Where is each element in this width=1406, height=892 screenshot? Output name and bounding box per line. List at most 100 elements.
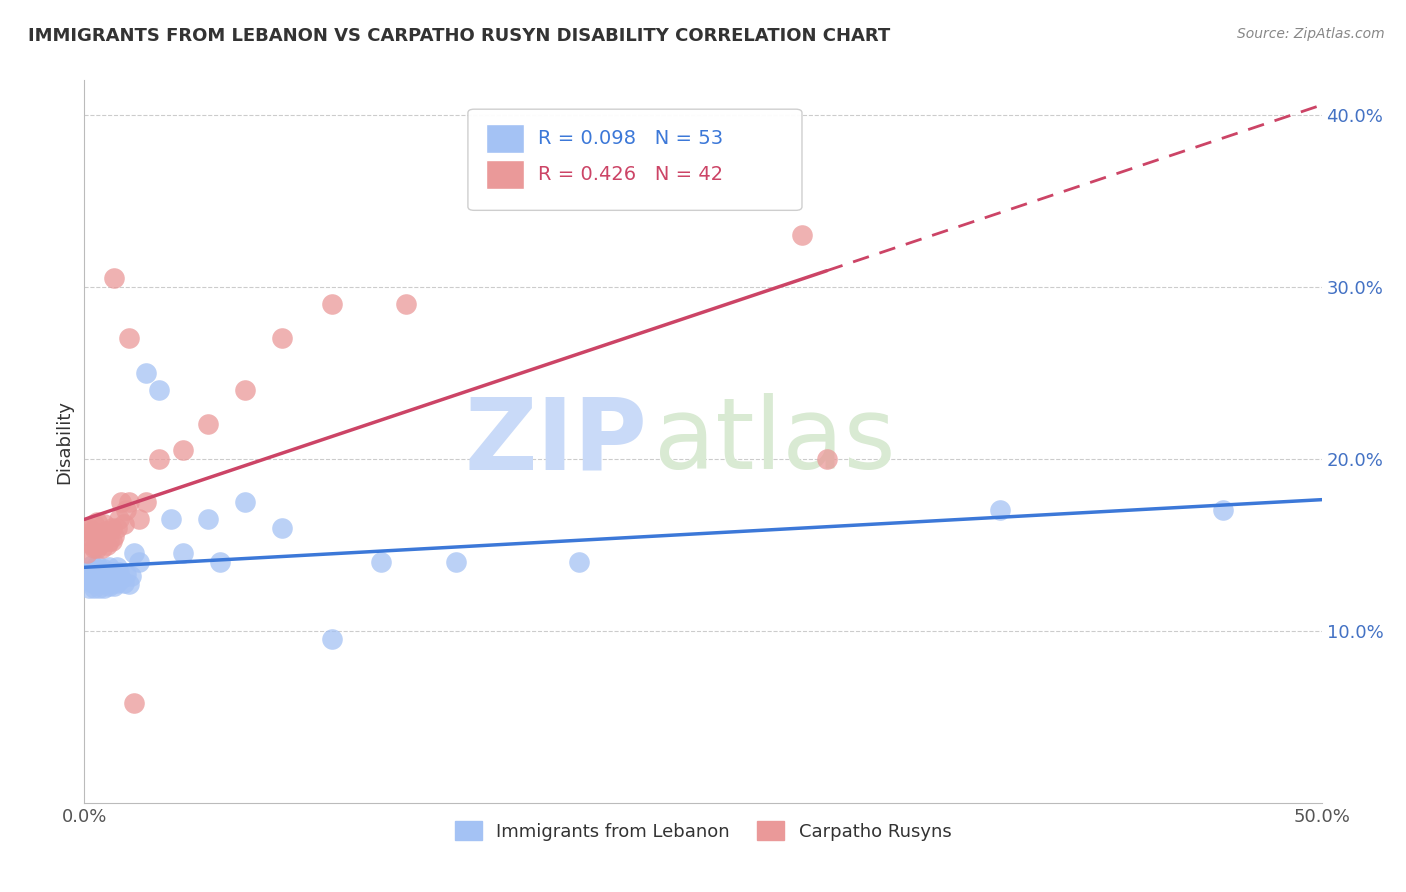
Point	[271, 331, 294, 345]
Text: ZIP: ZIP	[464, 393, 647, 490]
Point	[83, 517, 105, 532]
Point	[321, 632, 343, 647]
Point	[105, 520, 128, 534]
Point	[80, 538, 103, 552]
Point	[100, 575, 122, 590]
Point	[988, 503, 1011, 517]
Point	[118, 494, 141, 508]
Point	[89, 572, 111, 586]
Point	[93, 581, 115, 595]
Point	[100, 566, 122, 580]
Point	[122, 546, 145, 560]
Point	[79, 529, 101, 543]
Point	[128, 512, 150, 526]
Point	[1212, 503, 1234, 517]
Point	[148, 451, 170, 466]
Point	[233, 494, 256, 508]
Point	[209, 555, 232, 569]
Point	[80, 524, 103, 538]
Point	[98, 524, 121, 538]
Point	[135, 366, 157, 380]
Point	[89, 525, 111, 540]
Point	[80, 558, 103, 573]
Point	[103, 271, 125, 285]
Legend: Immigrants from Lebanon, Carpatho Rusyns: Immigrants from Lebanon, Carpatho Rusyns	[447, 814, 959, 848]
Point	[83, 572, 105, 586]
Point	[79, 581, 101, 595]
Point	[321, 297, 343, 311]
Point	[105, 560, 128, 574]
Point	[86, 575, 108, 590]
Point	[103, 529, 125, 543]
Point	[93, 562, 115, 576]
Point	[83, 581, 105, 595]
Point	[112, 575, 135, 590]
Text: R = 0.426   N = 42: R = 0.426 N = 42	[538, 165, 724, 184]
Point	[172, 443, 194, 458]
Point	[103, 570, 125, 584]
Point	[112, 517, 135, 532]
Point	[135, 494, 157, 508]
Point	[90, 575, 112, 590]
Point	[271, 520, 294, 534]
Y-axis label: Disability: Disability	[55, 400, 73, 483]
Point	[120, 568, 142, 582]
Point	[148, 383, 170, 397]
Point	[122, 696, 145, 710]
Point	[89, 581, 111, 595]
Point	[100, 534, 122, 549]
Point	[90, 567, 112, 582]
Point	[108, 566, 131, 580]
Point	[79, 520, 101, 534]
Point	[83, 564, 105, 578]
Point	[115, 503, 138, 517]
Point	[103, 579, 125, 593]
Point	[98, 570, 121, 584]
Point	[90, 529, 112, 543]
Point	[89, 562, 111, 576]
FancyBboxPatch shape	[486, 124, 523, 153]
Point	[197, 417, 219, 432]
Point	[815, 451, 838, 466]
Point	[108, 512, 131, 526]
Point	[86, 529, 108, 543]
Text: IMMIGRANTS FROM LEBANON VS CARPATHO RUSYN DISABILITY CORRELATION CHART: IMMIGRANTS FROM LEBANON VS CARPATHO RUSY…	[28, 27, 890, 45]
FancyBboxPatch shape	[486, 160, 523, 189]
Point	[105, 575, 128, 590]
Point	[115, 567, 138, 582]
Point	[86, 568, 108, 582]
Point	[93, 529, 115, 543]
Point	[96, 524, 118, 538]
Point	[197, 512, 219, 526]
Point	[86, 558, 108, 573]
Point	[160, 512, 183, 526]
Point	[80, 575, 103, 590]
Point	[76, 572, 98, 586]
Point	[98, 560, 121, 574]
Point	[86, 516, 108, 530]
Point	[93, 572, 115, 586]
Point	[128, 555, 150, 569]
Point	[233, 383, 256, 397]
Point	[172, 546, 194, 560]
Point	[790, 228, 813, 243]
Point	[76, 546, 98, 560]
Point	[118, 331, 141, 345]
Point	[98, 534, 121, 549]
Point	[100, 520, 122, 534]
Point	[444, 555, 467, 569]
Point	[110, 572, 132, 586]
Point	[83, 529, 105, 543]
Point	[110, 494, 132, 508]
Text: atlas: atlas	[654, 393, 896, 490]
Point	[96, 538, 118, 552]
Text: Source: ZipAtlas.com: Source: ZipAtlas.com	[1237, 27, 1385, 41]
Point	[98, 579, 121, 593]
FancyBboxPatch shape	[468, 109, 801, 211]
Point	[86, 541, 108, 556]
Point	[83, 541, 105, 556]
Point	[395, 297, 418, 311]
Point	[568, 555, 591, 569]
Point	[118, 577, 141, 591]
Point	[90, 541, 112, 556]
